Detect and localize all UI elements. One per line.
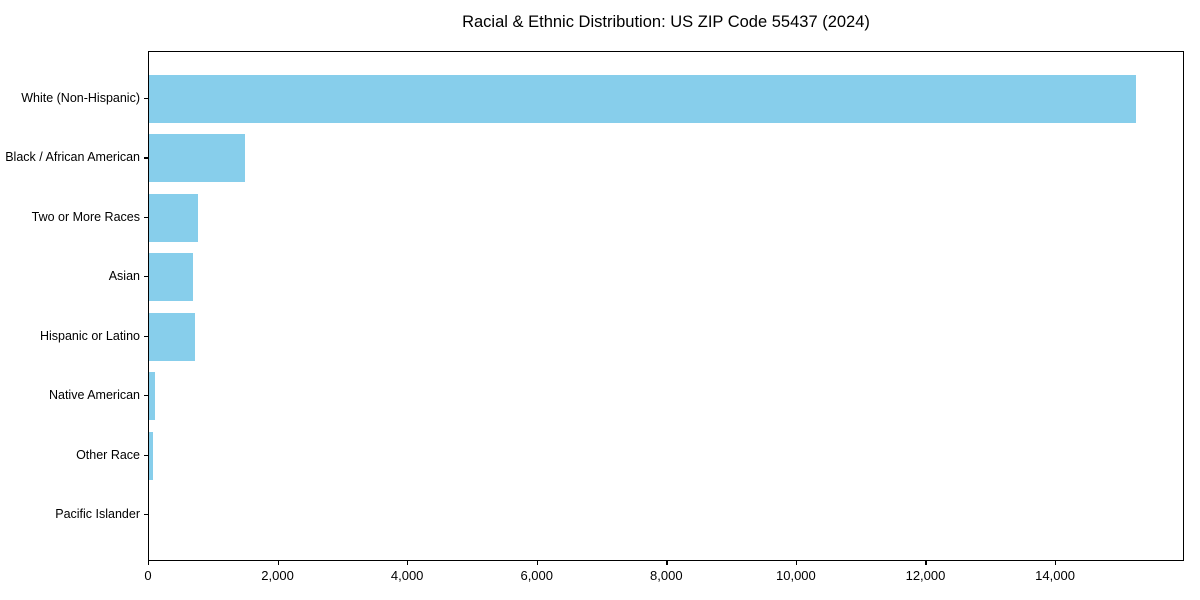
bar-hispanic-or-latino xyxy=(149,312,195,361)
x-tick-mark xyxy=(1055,561,1057,565)
bar-white-non-hispanic xyxy=(149,75,1136,123)
x-tick-label: 10,000 xyxy=(776,568,816,583)
x-tick-label: 8,000 xyxy=(650,568,683,583)
y-tick-mark xyxy=(144,395,148,397)
x-tick-label: 12,000 xyxy=(905,568,946,583)
y-tick-label: Black / African American xyxy=(5,150,140,165)
y-tick-mark xyxy=(144,454,148,456)
bar-other-race xyxy=(149,431,153,480)
y-tick-label: Other Race xyxy=(76,447,140,462)
x-tick-mark xyxy=(666,561,668,565)
x-tick-mark xyxy=(925,561,927,565)
plot-area xyxy=(148,51,1184,561)
x-tick-mark xyxy=(277,561,279,565)
y-tick-label: Two or More Races xyxy=(31,209,140,224)
bar-two-or-more-races xyxy=(149,193,198,242)
y-tick-label: White (Non-Hispanic) xyxy=(21,91,140,105)
x-tick-label: 0 xyxy=(144,568,152,583)
x-tick-label: 14,000 xyxy=(1035,568,1075,583)
x-tick-label: 2,000 xyxy=(261,568,294,583)
y-tick-label: Pacific Islander xyxy=(55,507,140,521)
chart-title: Racial & Ethnic Distribution: US ZIP Cod… xyxy=(462,13,870,31)
x-tick-mark xyxy=(536,561,538,565)
y-tick-mark xyxy=(144,514,148,516)
y-tick-mark xyxy=(144,216,148,219)
y-tick-label: Native American xyxy=(48,388,140,403)
y-tick-label: Asian xyxy=(108,269,140,284)
bar-black-african-american xyxy=(149,134,245,183)
y-tick-mark xyxy=(144,276,148,278)
bar-native-american xyxy=(149,372,155,421)
y-tick-mark xyxy=(144,98,148,100)
bar-asian xyxy=(149,253,193,302)
x-tick-mark xyxy=(795,561,798,565)
x-tick-label: 4,000 xyxy=(390,568,424,583)
y-tick-mark xyxy=(144,157,148,159)
y-tick-mark xyxy=(144,335,148,337)
x-tick-mark xyxy=(148,561,150,565)
y-tick-label: Hispanic or Latino xyxy=(39,328,140,343)
x-tick-mark xyxy=(407,561,409,565)
x-tick-label: 6,000 xyxy=(520,568,554,583)
